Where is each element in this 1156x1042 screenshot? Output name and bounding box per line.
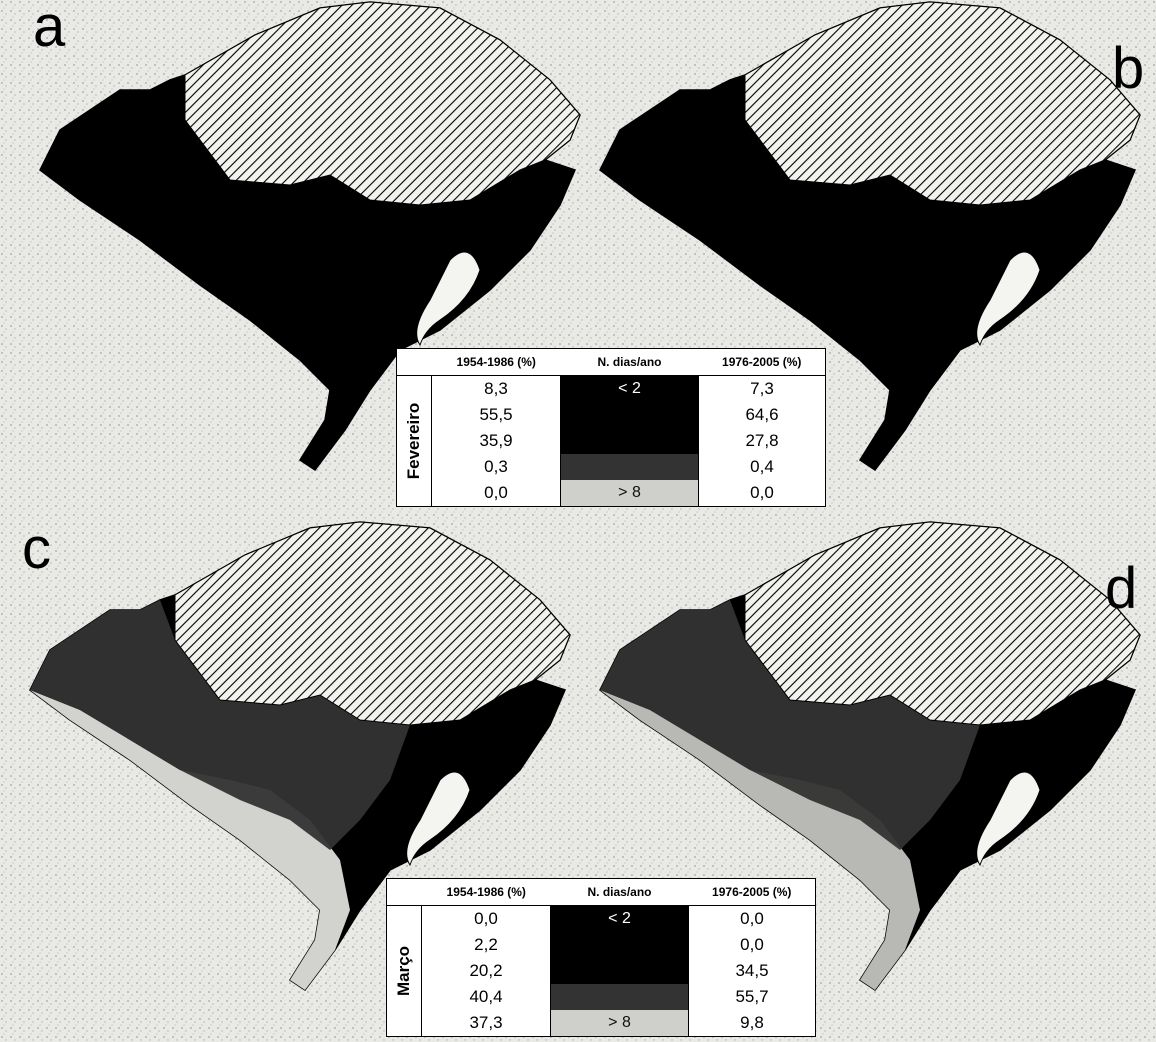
- legend-row: 0,0 > 8 0,0: [432, 480, 825, 506]
- legend-row: 40,4 55,7: [422, 984, 815, 1010]
- legend-row: 8,3 < 2 7,3: [432, 375, 825, 402]
- value-period-2: 55,7: [688, 984, 815, 1010]
- value-period-2: 0,4: [698, 454, 825, 480]
- lagoon: [416, 251, 481, 347]
- value-period-2: 0,0: [688, 905, 815, 932]
- legend-row: 0,0 < 2 0,0: [422, 905, 815, 932]
- panel-label-a: a: [33, 0, 66, 59]
- class-swatch: [560, 402, 699, 428]
- class-swatch: < 2: [550, 905, 689, 932]
- value-period-1: 0,3: [432, 454, 561, 480]
- legend-fevereiro: Fevereiro 1954-1986 (%) N. dias/ano 1976…: [396, 348, 826, 507]
- value-period-2: 0,0: [688, 932, 815, 958]
- legend-table: 1954-1986 (%) N. dias/ano 1976-2005 (%) …: [432, 349, 825, 506]
- value-period-2: 34,5: [688, 958, 815, 984]
- class-swatch: < 2: [560, 375, 699, 402]
- month-label: Fevereiro: [404, 402, 423, 480]
- class-swatch: [550, 932, 689, 958]
- map-panel-a: [39, 1, 581, 472]
- region-central: [600, 600, 980, 850]
- region-north-hatched: [184, 1, 581, 206]
- legend-table: 1954-1986 (%) N. dias/ano 1976-2005 (%) …: [422, 879, 815, 1036]
- value-period-1: 35,9: [432, 428, 561, 454]
- header-period-1: 1954-1986 (%): [432, 349, 561, 376]
- legend-row: 2,2 0,0: [422, 932, 815, 958]
- region-central: [40, 80, 420, 330]
- header-period-2: 1976-2005 (%): [698, 349, 825, 376]
- region-southwest: [600, 170, 920, 470]
- class-swatch: > 8: [550, 1010, 689, 1036]
- value-period-1: 0,0: [432, 480, 561, 506]
- region-north-hatched: [744, 521, 1141, 726]
- value-period-1: 8,3: [432, 375, 561, 402]
- region-central: [30, 600, 410, 850]
- legend-row: 20,2 34,5: [422, 958, 815, 984]
- map-panel-d: [599, 521, 1141, 992]
- value-period-2: 27,8: [698, 428, 825, 454]
- legend-row: 0,3 0,4: [432, 454, 825, 480]
- value-period-1: 40,4: [422, 984, 551, 1010]
- legend-row: 37,3 > 8 9,8: [422, 1010, 815, 1036]
- month-label-cell: Fevereiro: [397, 375, 432, 506]
- class-swatch: [550, 958, 689, 984]
- value-period-2: 7,3: [698, 375, 825, 402]
- class-swatch: [560, 428, 699, 454]
- class-swatch: > 8: [560, 480, 699, 506]
- map-panel-c: [29, 521, 571, 992]
- value-period-2: 9,8: [688, 1010, 815, 1036]
- region-southwest: [600, 690, 920, 990]
- month-label-cell: Março: [387, 905, 422, 1036]
- map-panel-b: [599, 1, 1141, 472]
- value-period-1: 55,5: [432, 402, 561, 428]
- region-north-hatched: [174, 521, 571, 726]
- region-southwest: [40, 170, 360, 470]
- class-swatch: [560, 454, 699, 480]
- header-days: N. dias/ano: [560, 349, 699, 376]
- value-period-2: 64,6: [698, 402, 825, 428]
- region-north-hatched: [744, 1, 1141, 206]
- header-period-2: 1976-2005 (%): [688, 879, 815, 906]
- class-swatch: [550, 984, 689, 1010]
- header-days: N. dias/ano: [550, 879, 689, 906]
- value-period-1: 2,2: [422, 932, 551, 958]
- value-period-1: 37,3: [422, 1010, 551, 1036]
- lagoon: [406, 771, 471, 867]
- legend-row: 55,5 64,6: [432, 402, 825, 428]
- value-period-1: 0,0: [422, 905, 551, 932]
- lagoon: [976, 251, 1041, 347]
- panel-label-c: c: [22, 516, 51, 581]
- legend-marco: Março 1954-1986 (%) N. dias/ano 1976-200…: [386, 878, 816, 1037]
- region-central: [600, 80, 980, 330]
- value-period-1: 20,2: [422, 958, 551, 984]
- panel-label-b: b: [1112, 36, 1145, 101]
- region-southwest: [30, 690, 350, 990]
- month-label: Março: [394, 945, 413, 997]
- value-period-2: 0,0: [698, 480, 825, 506]
- legend-row: 35,9 27,8: [432, 428, 825, 454]
- panel-label-d: d: [1105, 556, 1138, 621]
- lagoon: [976, 771, 1041, 867]
- header-period-1: 1954-1986 (%): [422, 879, 551, 906]
